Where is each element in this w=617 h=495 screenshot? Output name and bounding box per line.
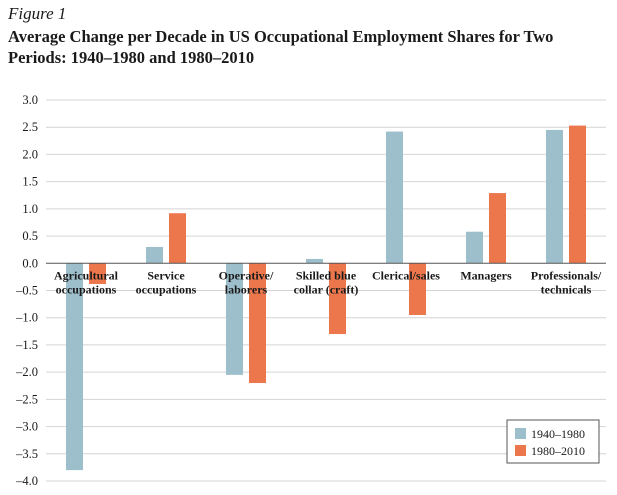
legend-swatch: [515, 445, 526, 456]
bar-series-1: [226, 263, 243, 375]
category-label: Managers: [460, 268, 512, 282]
bar-series-2: [329, 263, 346, 335]
y-tick-label: 0.5: [22, 229, 38, 243]
category-label: Agricultural occupations: [54, 268, 119, 296]
category-label: Clerical/sales: [372, 268, 440, 282]
grid-lines: [46, 99, 606, 482]
legend-label: 1940–1980: [531, 427, 585, 441]
y-tick-label: 2.5: [22, 120, 38, 134]
y-tick-label: –2.0: [15, 365, 38, 379]
category-label: Service occupations: [136, 268, 197, 296]
y-tick-label: –3.5: [15, 447, 38, 461]
bar-series-2: [569, 125, 586, 264]
y-tick-label: –2.5: [15, 392, 38, 406]
y-tick-label: –3.0: [15, 420, 38, 434]
bar-series-1: [66, 263, 83, 471]
category-label: Operative/laborers: [219, 268, 274, 296]
bars: [66, 125, 586, 471]
y-tick-label: –1.0: [15, 311, 38, 325]
category-labels: Agricultural occupations Service occupation…: [54, 268, 602, 296]
y-axis-tick-labels: 3.0 2.5 2.0 1.5 1.0 0.5 0.0 –0.5 –1.0 –1.5 –2.0 –2.…: [15, 93, 38, 488]
y-tick-label: –4.0: [15, 474, 38, 488]
category-label: Professionals/technicals: [531, 268, 602, 296]
bar-series-1: [546, 129, 563, 264]
bar-series-2: [89, 263, 106, 284]
legend-label: 1980–2010: [531, 444, 585, 458]
bar-series-1: [306, 258, 323, 264]
bar-series-2: [169, 213, 186, 264]
y-tick-label: –1.5: [15, 338, 38, 352]
y-tick-label: 2.0: [22, 147, 38, 161]
chart-title: Average Change per Decade in US Occupati…: [8, 27, 554, 67]
y-tick-label: –0.5: [15, 284, 38, 298]
bar-series-2: [249, 263, 266, 384]
figure-label: Figure 1: [8, 4, 67, 23]
bar-series-1: [386, 131, 403, 264]
y-tick-label: 3.0: [22, 93, 38, 107]
bar-series-1: [146, 246, 163, 264]
bar-series-1: [466, 231, 483, 264]
y-tick-label: 0.0: [22, 256, 38, 270]
category-label: Skilled blue collar (craft): [294, 268, 359, 296]
bar-series-2: [409, 263, 426, 315]
y-tick-label: 1.0: [22, 202, 38, 216]
bar-series-2: [489, 193, 506, 264]
legend: 1940–1980 1980–2010: [506, 419, 600, 464]
y-tick-label: 1.5: [22, 175, 38, 189]
legend-swatch: [515, 428, 526, 439]
